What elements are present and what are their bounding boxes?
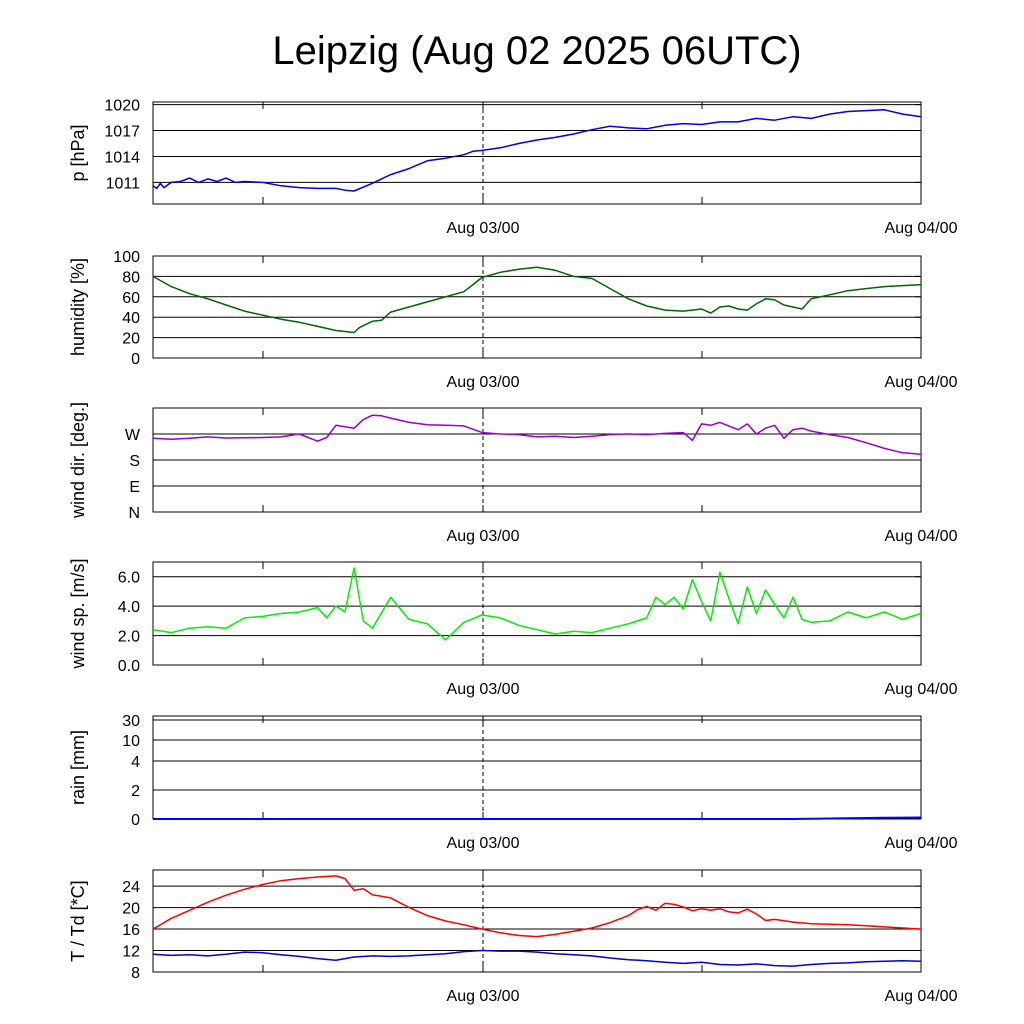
y-tick-label: 1020	[104, 98, 140, 115]
y-tick-label: 8	[131, 965, 140, 982]
plot-frame	[152, 101, 922, 205]
x-tick-label: Aug 04/00	[885, 988, 958, 1005]
panel-6: 8 12 16 20 24 Aug 03/00 Aug 04/00 T / Td [*C]	[68, 869, 958, 1005]
y-axis-label: wind dir. [deg.]	[68, 402, 88, 519]
y-tick-label: 1014	[104, 149, 140, 166]
plot-frame	[152, 869, 922, 973]
plot-frame	[152, 561, 922, 666]
y-axis-label: T / Td [*C]	[68, 880, 88, 961]
x-tick-label: Aug 04/00	[885, 374, 958, 391]
x-tick-label: Aug 03/00	[447, 988, 520, 1005]
series-line-temperature	[152, 875, 922, 938]
series-line-dewpoint	[152, 949, 922, 967]
x-tick-label: Aug 03/00	[447, 835, 520, 852]
y-tick-label: 20	[122, 901, 140, 918]
y-tick-label: 1011	[106, 175, 141, 192]
x-tick-label: Aug 03/00	[447, 681, 520, 698]
y-tick-label: S	[129, 453, 140, 470]
y-tick-label: 0	[131, 812, 140, 829]
y-tick-label: 2.0	[118, 629, 140, 646]
y-tick-label: 16	[122, 922, 140, 939]
y-tick-label: 12	[122, 944, 140, 961]
plot-frame	[152, 715, 922, 820]
y-tick-label: 2	[131, 783, 140, 800]
series-line-pressure	[152, 109, 922, 192]
y-axis-label: rain [mm]	[68, 730, 88, 805]
y-tick-label: 6.0	[118, 570, 140, 587]
x-tick-label: Aug 04/00	[885, 681, 958, 698]
series-line-wind_dir	[152, 414, 922, 455]
y-axis-label: p [hPa]	[68, 124, 88, 181]
y-tick-label: 0	[131, 351, 140, 368]
x-tick-label: Aug 04/00	[885, 528, 958, 545]
chart-title: Leipzig (Aug 02 2025 06UTC)	[272, 29, 801, 73]
y-tick-label: 40	[122, 310, 140, 327]
series-line-humidity	[152, 266, 922, 334]
y-tick-label: E	[129, 479, 140, 496]
x-tick-label: Aug 03/00	[447, 220, 520, 237]
plot-frame	[152, 255, 922, 359]
y-tick-label: 1017	[104, 124, 140, 141]
panel-4: 0.0 2.0 4.0 6.0 Aug 03/00 Aug 04/00 wind sp. […	[68, 558, 958, 698]
panel-1: 1011 1014 1017 1020 Aug 03/00 Aug 04/00 p [hPa…	[68, 98, 958, 237]
y-axis-label: humidity [%]	[68, 258, 88, 356]
x-tick-label: Aug 04/00	[885, 835, 958, 852]
x-tick-label: Aug 03/00	[447, 528, 520, 545]
x-tick-label: Aug 04/00	[885, 220, 958, 237]
y-tick-label: 4.0	[118, 599, 140, 616]
plot-frame	[152, 407, 922, 513]
y-tick-label: 4	[131, 754, 140, 771]
y-tick-label: 100	[113, 249, 140, 266]
y-tick-label: 20	[122, 331, 140, 348]
y-tick-label: 80	[122, 269, 140, 286]
y-axis-label: wind sp. [m/s]	[68, 558, 88, 669]
panel-2: 0 20 40 60 80 100 Aug 03/00 Aug 04/00 humidity […	[68, 249, 958, 391]
y-tick-label: 0.0	[118, 658, 140, 675]
y-tick-label: 10	[122, 733, 140, 750]
y-tick-label: 24	[122, 879, 140, 896]
series-line-wind_speed	[152, 567, 922, 641]
y-tick-label: 60	[122, 290, 140, 307]
x-tick-label: Aug 03/00	[447, 374, 520, 391]
y-tick-label: N	[128, 505, 140, 522]
panel-5: 0 2 4 10 30 Aug 03/00 Aug 04/00 rain [mm]	[68, 713, 958, 852]
series-line-rain	[153, 816, 922, 820]
y-tick-label: W	[125, 427, 141, 444]
y-tick-label: 30	[122, 713, 140, 730]
